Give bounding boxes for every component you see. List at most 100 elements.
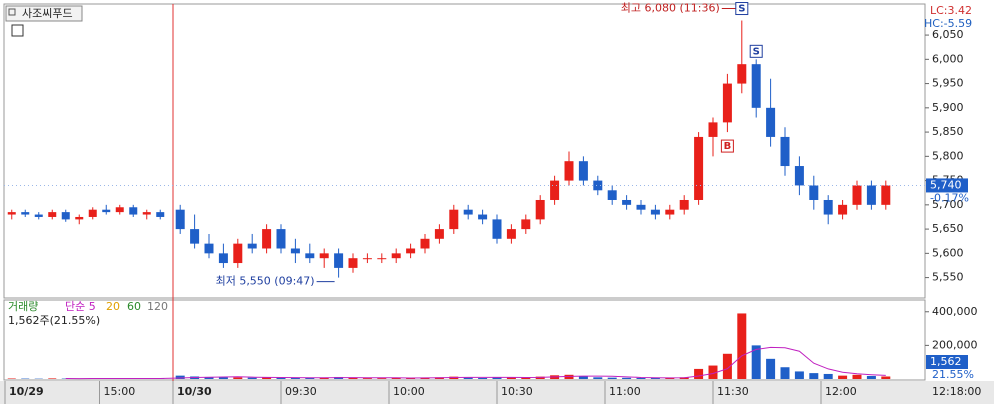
price-panel [3, 3, 926, 299]
candle-body [607, 190, 617, 200]
candle-body [737, 64, 747, 84]
candle-body [665, 209, 675, 215]
ma-legend: 단순 5 [65, 300, 96, 313]
y-tick-label: 5,850 [932, 125, 964, 138]
candle-body [61, 212, 70, 220]
candle-body [102, 209, 111, 213]
candle-body [449, 209, 459, 230]
volume-bar [794, 371, 804, 379]
volume-bar [694, 368, 704, 379]
candle-body [190, 229, 200, 244]
volume-bar [708, 365, 718, 379]
volume-bar [478, 377, 488, 379]
x-tick-label: 10/29 [9, 385, 44, 398]
volume-bar [521, 377, 531, 379]
volume-panel [3, 299, 926, 381]
stock-name: 사조씨푸드 [22, 7, 73, 20]
candle-body [506, 229, 516, 239]
current-price: 5,740 [930, 178, 962, 191]
y-tick-label: 5,550 [932, 271, 964, 284]
volume-bar [391, 377, 401, 379]
volume-bar [593, 377, 603, 379]
ma-legend: 60 [127, 300, 141, 313]
volume-summary: 1,562주(21.55%) [8, 314, 100, 327]
candle-body [794, 166, 804, 186]
volume-bar [218, 377, 228, 379]
volume-bar [607, 377, 617, 379]
candle-body [751, 64, 761, 108]
candle-body [722, 83, 732, 123]
volume-bar [636, 377, 646, 379]
volume-tick-label: 200,000 [932, 338, 978, 351]
x-tick-label: 11:00 [609, 385, 641, 398]
candle-body [334, 253, 344, 268]
candle-body [233, 243, 243, 264]
candle-body [708, 122, 718, 137]
volume-title: 거래량 [8, 300, 38, 313]
candle-body [809, 185, 819, 200]
candle-body [88, 209, 97, 217]
volume-bar [492, 376, 502, 379]
candle-body [319, 253, 329, 259]
candle-body [406, 248, 416, 254]
volume-bar [319, 377, 329, 379]
volume-bar [290, 377, 300, 379]
signal-marker [735, 2, 749, 16]
volume-ma5 [65, 346, 886, 380]
candle-body [115, 207, 124, 213]
candle-body [34, 214, 43, 217]
x-tick-label: 10:30 [501, 385, 533, 398]
volume-bar [262, 377, 272, 379]
volume-bar [204, 376, 214, 379]
candle-body [420, 238, 430, 249]
candle-body [521, 219, 531, 230]
volume-bar [305, 377, 315, 379]
x-tick-label: 09:30 [285, 385, 317, 398]
candle-body [535, 199, 545, 220]
candle-body [650, 209, 660, 215]
candle-body [766, 107, 776, 137]
candle-body [564, 161, 574, 181]
volume-bar [7, 378, 16, 379]
signal-label: S [738, 4, 745, 15]
hc-label: HC:-5.59 [924, 17, 972, 30]
volume-bar [665, 377, 675, 379]
y-tick-label: 5,950 [932, 77, 964, 90]
candle-body [823, 199, 833, 215]
candle-body [7, 212, 16, 215]
volume-tick-label: 400,000 [932, 305, 978, 318]
volume-bar [881, 376, 891, 379]
volume-bar [48, 378, 57, 379]
volume-bar [650, 377, 660, 379]
candle-body [866, 185, 876, 205]
grid-icon[interactable] [11, 24, 24, 37]
volume-bar [463, 377, 473, 379]
ma-legend: 20 [106, 300, 120, 313]
volume-bar [866, 375, 876, 379]
volume-bar [852, 374, 862, 379]
time-label: 12:18:00 [932, 385, 981, 398]
candle-body [636, 204, 646, 210]
volume-current-box [926, 355, 968, 369]
candle-body [478, 214, 488, 220]
volume-bar [348, 377, 358, 379]
candle-body [434, 229, 444, 239]
x-tick-label: 10/30 [177, 385, 212, 398]
ma-legend: 120 [147, 300, 168, 313]
volume-bar [622, 377, 632, 379]
y-tick-label: 5,800 [932, 149, 964, 162]
candle-body [679, 199, 689, 210]
signal-label: S [753, 46, 760, 57]
signal-label: B [724, 141, 732, 152]
candle-body [21, 212, 30, 215]
candle-body [276, 229, 286, 249]
candle-body [362, 258, 372, 260]
signal-marker [749, 44, 763, 58]
volume-current: 1,562 [930, 355, 962, 368]
volume-bar [780, 367, 790, 379]
current-price-box [926, 178, 968, 193]
candle-body [129, 207, 138, 215]
current-change: -0.17% [930, 191, 969, 204]
volume-bar [506, 377, 516, 379]
